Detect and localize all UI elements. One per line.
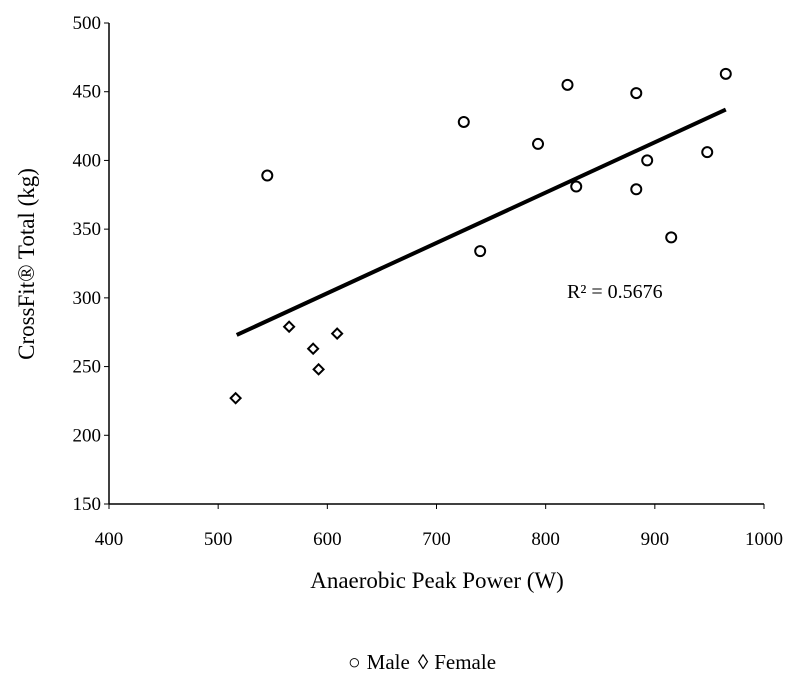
legend-text: ○ Male ◊ Female [348,650,496,673]
legend-male-label: Male [367,650,410,673]
female-point [282,320,296,334]
male-point [665,231,678,244]
female-point [306,342,320,356]
female-point [312,362,326,376]
male-point [630,87,643,100]
male-point [561,78,574,91]
r-squared-annotation: R² = 0.5676 [567,281,663,303]
male-point [532,137,545,150]
male-point [474,245,487,258]
male-point [701,146,714,159]
female-point [330,327,344,341]
x-tick-label: 1000 [745,529,783,550]
legend-male-symbol: ○ [348,650,361,673]
female-point [229,391,243,405]
x-tick-label: 400 [95,529,124,550]
trendline [235,107,727,337]
y-tick-label: 150 [73,494,102,515]
y-tick-labels: 150 200 250 300 350 400 450 500 [73,13,109,515]
y-tick-label: 450 [73,82,102,103]
x-tick-label: 700 [422,529,451,550]
x-tick-label: 800 [531,529,560,550]
data-points [229,67,732,405]
y-tick-label: 400 [73,150,102,171]
y-tick-label: 350 [73,219,102,240]
x-axis-title: Anaerobic Peak Power (W) [310,568,564,593]
male-point [261,169,274,182]
x-tick-labels: 400 500 600 700 800 900 1000 [95,504,783,550]
male-point [457,115,470,128]
legend: ○ Male ◊ Female [348,650,496,673]
axes [108,23,764,505]
male-point [719,67,732,80]
x-tick-label: 900 [641,529,670,550]
y-tick-label: 300 [73,288,102,309]
legend-female-symbol: ◊ [418,650,429,673]
x-tick-label: 500 [204,529,233,550]
y-axis-title: CrossFit® Total (kg) [14,168,39,360]
trendline-group [235,107,727,337]
x-tick-label: 600 [313,529,342,550]
male-point [641,154,654,167]
y-tick-label: 250 [73,357,102,378]
y-tick-label: 500 [73,13,102,34]
male-point [570,180,583,193]
male-point [630,183,643,196]
legend-female-label: Female [434,650,496,673]
y-tick-label: 200 [73,425,102,446]
